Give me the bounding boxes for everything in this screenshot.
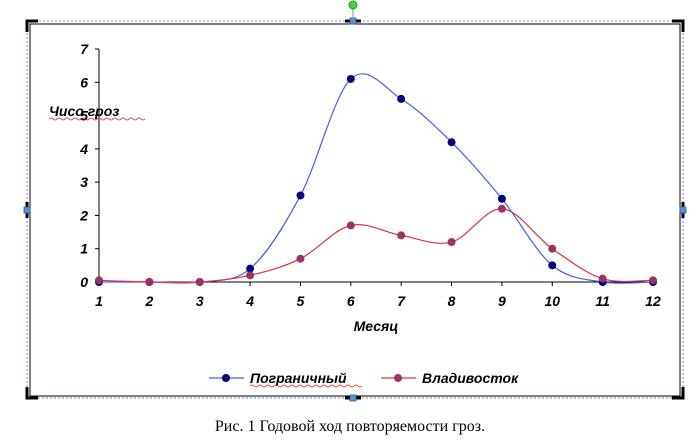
size-handle[interactable]: [679, 206, 687, 214]
data-point-series-0: [447, 138, 456, 147]
data-point-series-0: [346, 74, 355, 83]
size-handle[interactable]: [349, 394, 357, 402]
x-tick-label: 9: [498, 293, 506, 309]
data-point-series-1: [296, 254, 305, 263]
legend-marker-pogranichny: [222, 374, 230, 382]
x-tick-label: 11: [595, 293, 610, 309]
rotate-handle[interactable]: [348, 0, 358, 10]
x-axis-title: Месяц: [354, 318, 399, 334]
data-point-series-1: [346, 221, 355, 230]
y-tick-label: 5: [80, 108, 88, 124]
x-tick-label: 7: [397, 293, 406, 309]
data-point-series-1: [145, 278, 154, 286]
data-point-series-1: [447, 238, 456, 247]
plot-container: [29, 23, 681, 397]
data-point-series-0: [548, 261, 557, 270]
corner-handle[interactable]: [672, 19, 685, 32]
y-axis-title: Чисо гроз: [49, 103, 119, 119]
legend: Пограничный Владивосток: [209, 370, 519, 388]
x-tick-label: 3: [196, 293, 204, 309]
data-point-series-0: [397, 94, 406, 103]
legend-label-vladivostok: Владивосток: [422, 370, 519, 386]
size-handle[interactable]: [23, 206, 31, 214]
y-axis-title-squiggle: [48, 117, 146, 121]
series-layer: [95, 73, 657, 286]
data-point-series-0: [296, 191, 305, 200]
data-point-series-0: [497, 194, 506, 203]
data-point-series-1: [246, 271, 255, 280]
y-tick-label: 6: [80, 74, 88, 90]
y-tick-label: 7: [80, 41, 89, 57]
data-point-series-1: [95, 276, 103, 285]
data-point-series-0: [246, 264, 255, 273]
x-tick-label: 10: [544, 293, 560, 309]
x-tick-label: 5: [297, 293, 305, 309]
x-tick-label: 6: [347, 293, 355, 309]
x-tick-label: 8: [448, 293, 456, 309]
y-tick-label: 0: [80, 274, 88, 290]
legend-marker-vladivostok: [394, 374, 402, 382]
y-tick-label: 3: [80, 174, 88, 190]
corner-handle[interactable]: [672, 387, 685, 400]
figure-caption: Рис. 1 Годовой ход повторяемости гроз.: [214, 418, 486, 435]
x-tick-label: 1: [95, 293, 103, 309]
x-tick-label: 2: [144, 293, 153, 309]
y-tick-label: 1: [80, 241, 88, 257]
corner-handle[interactable]: [25, 387, 38, 400]
legend-squiggle-pogranichny: [249, 384, 363, 388]
y-tick-label: 2: [79, 207, 88, 223]
x-tick-label: 12: [645, 293, 661, 309]
x-tick-label: 4: [245, 293, 254, 309]
data-point-series-1: [497, 204, 506, 213]
legend-label-pogranichny: Пограничный: [250, 370, 347, 386]
data-point-series-1: [649, 276, 657, 285]
data-point-series-1: [548, 244, 557, 253]
data-point-series-1: [598, 274, 607, 283]
data-point-series-1: [397, 231, 406, 240]
data-point-series-1: [195, 278, 204, 286]
corner-handle[interactable]: [25, 19, 38, 32]
y-tick-label: 4: [79, 141, 88, 157]
